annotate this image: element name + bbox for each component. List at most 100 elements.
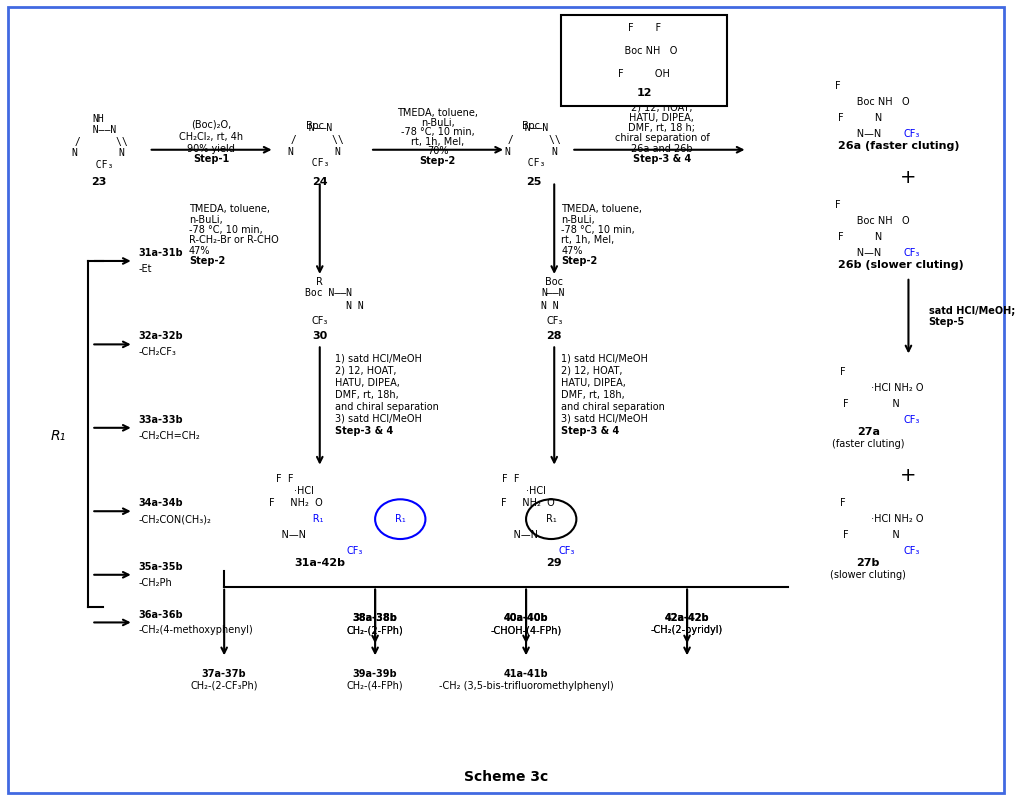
Text: N——N
 /      \\
N       N
  CF₃: N——N / \\ N N CF₃ [285,123,344,168]
Text: CF₃: CF₃ [904,415,920,425]
Text: CF₃: CF₃ [904,248,920,258]
Text: n-BuLi,: n-BuLi, [421,118,454,127]
Text: F              N: F N [843,399,900,409]
Text: Step-1: Step-1 [193,154,230,164]
Text: -CH₂CH=CH₂: -CH₂CH=CH₂ [139,430,201,441]
Text: 1)satd HCl/MeOH;: 1)satd HCl/MeOH; [618,92,705,102]
Text: CH₂-(4-FPh): CH₂-(4-FPh) [346,681,403,691]
Text: F          N: F N [838,113,882,123]
Text: -CH₂(2-pyridyl): -CH₂(2-pyridyl) [651,626,723,635]
Text: -78 °C, 10 min,: -78 °C, 10 min, [561,225,635,235]
Bar [561,14,727,106]
Text: DMF, rt, 18 h;: DMF, rt, 18 h; [629,123,696,133]
Text: 40a-40b: 40a-40b [504,614,548,623]
Text: 27a: 27a [857,426,880,437]
Text: Boc NH   O: Boc NH O [838,216,910,226]
Text: 28: 28 [547,331,562,342]
Text: N—N: N—N [838,248,881,258]
Text: 38a-38b: 38a-38b [353,614,397,623]
Text: 33a-33b: 33a-33b [139,415,183,425]
Text: CF₃: CF₃ [558,546,575,556]
Text: Step-3 & 4: Step-3 & 4 [633,154,691,164]
Text: DMF, rt, 18h,: DMF, rt, 18h, [561,390,625,400]
Text: Boc: Boc [306,121,324,131]
Text: 2) 12, HOAT,: 2) 12, HOAT, [335,366,396,376]
Text: and chiral separation: and chiral separation [561,402,665,411]
Text: R₁: R₁ [270,514,324,524]
Text: rt, 1h, MeI,: rt, 1h, MeI, [410,137,464,146]
Text: ·HCl NH₂ O: ·HCl NH₂ O [843,383,923,393]
Text: TMEDA, toluene,: TMEDA, toluene, [397,108,478,118]
Text: 1) satd HCl/MeOH: 1) satd HCl/MeOH [561,354,648,364]
Text: 35a-35b: 35a-35b [139,562,183,572]
Text: 3) satd HCl/MeOH: 3) satd HCl/MeOH [561,414,648,423]
Text: 42a-42b: 42a-42b [665,614,709,623]
Text: Boc NH   O: Boc NH O [611,46,677,56]
Text: R: R [316,278,324,287]
Text: (Boc)₂O,: (Boc)₂O, [191,120,232,130]
Text: -CH₂Ph: -CH₂Ph [139,578,173,588]
Text: chiral separation of: chiral separation of [614,134,709,143]
Text: 40a-40b: 40a-40b [504,614,548,623]
Text: 90% yield: 90% yield [187,144,235,154]
Text: F: F [835,200,841,210]
Text: Boc NH   O: Boc NH O [838,97,910,107]
Text: R₁: R₁ [51,429,66,442]
Text: ·HCl: ·HCl [500,486,546,496]
Text: -CH₂CF₃: -CH₂CF₃ [139,347,177,358]
Text: N—N: N—N [500,530,538,540]
Text: 12: 12 [637,88,652,98]
Text: CF₃: CF₃ [311,315,328,326]
Text: Step-2: Step-2 [420,156,456,166]
Text: (slower cluting): (slower cluting) [830,570,906,580]
Text: HATU, DIPEA,: HATU, DIPEA, [630,113,695,122]
Text: TMEDA, toluene,: TMEDA, toluene, [189,204,270,214]
Text: 34a-34b: 34a-34b [139,498,183,508]
Text: F: F [835,81,841,91]
Text: 23: 23 [91,177,107,186]
Text: DMF, rt, 18h,: DMF, rt, 18h, [335,390,399,400]
Text: ·HCl: ·HCl [270,486,314,496]
Text: Boc N——N: Boc N——N [305,288,352,298]
Text: TMEDA, toluene,: TMEDA, toluene, [561,204,642,214]
Text: F  F: F F [276,474,294,485]
Text: 41a-41b: 41a-41b [504,669,548,679]
Text: F       F: F F [628,22,661,33]
Text: HATU, DIPEA,: HATU, DIPEA, [335,378,400,388]
Text: 3) satd HCl/MeOH: 3) satd HCl/MeOH [335,414,422,423]
Text: 37a-37b: 37a-37b [202,669,246,679]
Text: F: F [841,498,846,508]
Text: CF₃: CF₃ [546,315,562,326]
Text: ·HCl NH₂ O: ·HCl NH₂ O [843,514,923,524]
Text: N N: N N [541,302,558,311]
Text: R₁: R₁ [395,514,405,524]
Text: 47%: 47% [561,246,583,256]
Text: (faster cluting): (faster cluting) [832,438,905,449]
Text: 2) 12, HOAT,: 2) 12, HOAT, [631,102,693,113]
Text: +: + [901,466,917,485]
Text: CH₂-(2-CF₃Ph): CH₂-(2-CF₃Ph) [190,681,257,691]
Text: 26a (faster cluting): 26a (faster cluting) [838,141,960,150]
Text: Scheme 3c: Scheme 3c [464,770,548,784]
Text: Step-2: Step-2 [189,256,225,266]
Text: Step-2: Step-2 [561,256,598,266]
Text: 70%: 70% [427,146,449,156]
Text: CH₂Cl₂, rt, 4h: CH₂Cl₂, rt, 4h [179,132,243,142]
Text: -78 °C, 10 min,: -78 °C, 10 min, [189,225,263,235]
Text: CH₂-(2-FPh): CH₂-(2-FPh) [346,626,403,635]
Text: 31a-42b: 31a-42b [295,558,345,568]
Text: 27b: 27b [856,558,880,568]
Text: NH
  N——N
 /      \\
N       N
  CF₃: NH N——N / \\ N N CF₃ [69,114,128,170]
Text: -CH₂(2-pyridyl): -CH₂(2-pyridyl) [651,626,723,635]
Text: F     NH₂  O: F NH₂ O [270,498,324,508]
Text: -CH₂(4-methoxyphenyl): -CH₂(4-methoxyphenyl) [139,626,253,635]
Text: 39a-39b: 39a-39b [353,669,397,679]
Text: n-BuLi,: n-BuLi, [189,214,222,225]
Text: Boc: Boc [545,278,564,287]
Text: N—N: N—N [838,129,881,139]
Text: 42a-42b: 42a-42b [665,614,709,623]
Text: N——N
 /      \\
N       N
  CF₃: N——N / \\ N N CF₃ [501,123,560,168]
Text: 31a-31b: 31a-31b [139,248,183,258]
Text: -CH₂ (3,5-bis-trifluoromethylphenyl): -CH₂ (3,5-bis-trifluoromethylphenyl) [438,681,613,691]
Text: F  F: F F [503,474,520,485]
